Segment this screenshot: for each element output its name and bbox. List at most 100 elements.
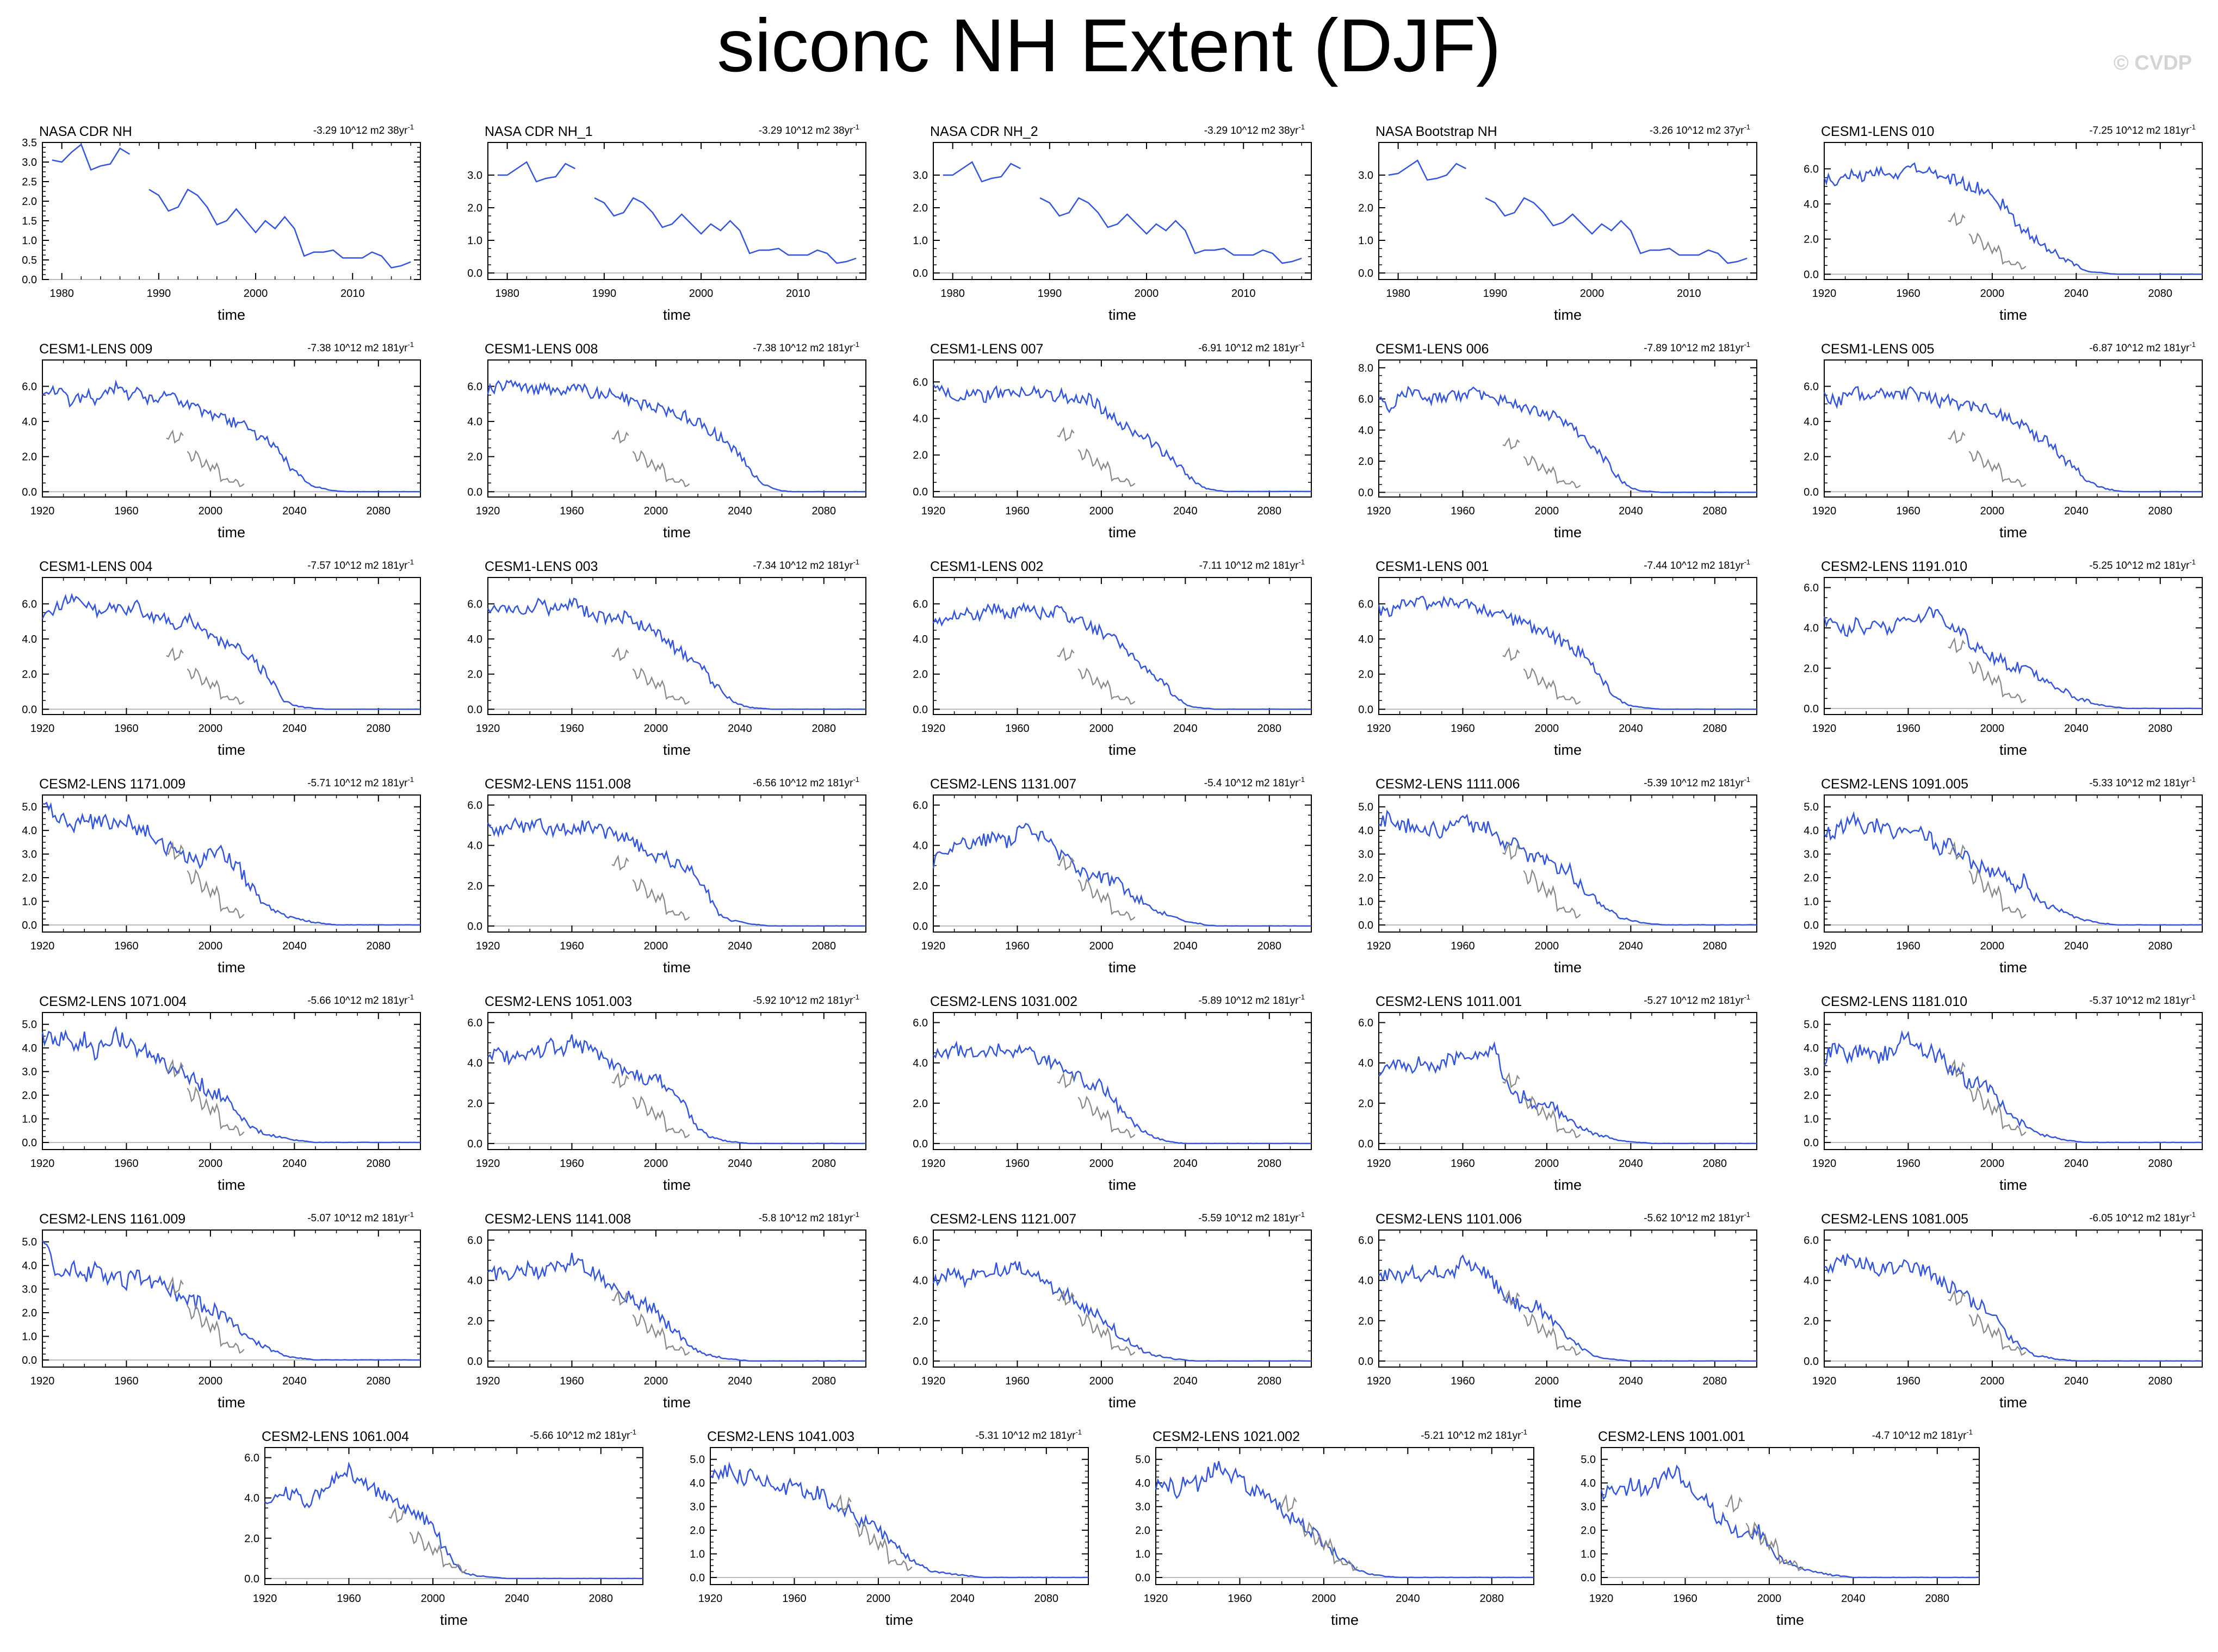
- y-tick-label: 2.0: [22, 1307, 37, 1319]
- x-tick-label: 1960: [1896, 1158, 1920, 1170]
- y-tick-label: 0.0: [1358, 1356, 1373, 1368]
- y-tick-label: 4.0: [1581, 1477, 1596, 1489]
- chart-panel: CESM2-LENS 1121.007 -5.59 10^12 m2 181yr-…: [913, 1210, 1312, 1411]
- y-tick-label: 4.0: [467, 1058, 482, 1070]
- y-tick-label: 4.0: [1804, 198, 1819, 210]
- x-tick-label: 1920: [30, 1375, 55, 1387]
- panel-title: CESM2-LENS 1081.005: [1821, 1212, 1968, 1227]
- panel-title: CESM2-LENS 1131.007: [930, 777, 1076, 792]
- x-tick-label: 2040: [728, 940, 752, 952]
- y-tick-label: 3.0: [913, 170, 928, 182]
- chart-panel: CESM2-LENS 1101.006 -5.62 10^12 m2 181yr-…: [1358, 1210, 1757, 1411]
- x-tick-label: 1920: [476, 940, 500, 952]
- y-tick-label: 3.0: [467, 170, 482, 182]
- y-tick-label: 2.0: [22, 1090, 37, 1102]
- panel-title: NASA CDR NH_2: [930, 124, 1038, 139]
- panel-trend: -5.07 10^12 m2 181yr-1: [307, 1210, 414, 1224]
- panel-trend: -3.29 10^12 m2 38yr-1: [313, 123, 414, 136]
- x-tick-label: 2040: [728, 1158, 752, 1170]
- y-tick-label: 1.5: [22, 215, 37, 227]
- panel-title: CESM2-LENS 1111.006: [1376, 777, 1520, 792]
- series-line: [1824, 811, 2203, 926]
- y-tick-label: 0.0: [467, 486, 482, 498]
- chart-panel: CESM2-LENS 1191.010 -5.25 10^12 m2 181yr-…: [1804, 558, 2203, 758]
- y-tick-label: 2.0: [467, 451, 482, 463]
- panel-frame: [1378, 359, 1757, 498]
- x-axis-label: time: [1554, 959, 1582, 976]
- x-tick-label: 1960: [560, 940, 584, 952]
- y-tick-label: 6.0: [1358, 1235, 1373, 1247]
- panel-trend: -6.56 10^12 m2 181yr-1: [753, 775, 859, 789]
- y-tick-label: 2.0: [1581, 1525, 1596, 1537]
- y-tick-label: 1.0: [1358, 896, 1373, 908]
- y-tick-label: 1.0: [22, 235, 37, 247]
- panel-trend: -7.11 10^12 m2 181yr-1: [1199, 558, 1305, 572]
- x-axis-label: time: [1554, 1177, 1582, 1193]
- cvdp-watermark: © CVDP: [2113, 52, 2192, 74]
- y-tick-label: 2.0: [22, 669, 37, 681]
- y-tick-label: 6.0: [1804, 381, 1819, 393]
- chart-panel: NASA CDR NH -3.29 10^12 m2 38yr-1 0.0 0.5 1.…: [22, 123, 421, 323]
- x-tick-label: 1960: [1451, 1375, 1475, 1387]
- y-tick-label: 0.0: [244, 1573, 259, 1585]
- panel-trend: -3.29 10^12 m2 38yr-1: [759, 123, 859, 136]
- chart-panel: CESM2-LENS 1091.005 -5.33 10^12 m2 181yr-…: [1804, 775, 2203, 976]
- y-tick-label: 2.0: [913, 202, 928, 214]
- y-tick-label: 0.0: [913, 1356, 928, 1368]
- observed-overlay-line: [1948, 212, 2027, 270]
- x-tick-label: 1960: [782, 1593, 807, 1605]
- y-tick-label: 0.0: [913, 486, 928, 498]
- x-tick-label: 2080: [1257, 1375, 1282, 1387]
- x-tick-label: 1960: [560, 723, 584, 735]
- y-tick-label: 4.0: [1804, 623, 1819, 635]
- x-tick-label: 2010: [340, 288, 365, 300]
- x-tick-label: 1960: [1673, 1593, 1697, 1605]
- series-line: [1378, 386, 1757, 493]
- y-tick-label: 4.0: [467, 416, 482, 428]
- x-axis-label: time: [885, 1612, 913, 1628]
- observed-overlay-line: [1279, 1494, 1358, 1572]
- panel-frame: [933, 577, 1312, 715]
- x-tick-label: 2080: [1257, 1158, 1282, 1170]
- chart-panel: NASA Bootstrap NH -3.26 10^12 m2 37yr-1 0.…: [1358, 123, 1757, 323]
- panel-trend: -5.71 10^12 m2 181yr-1: [307, 775, 414, 789]
- y-tick-label: 6.0: [913, 1235, 928, 1247]
- y-tick-label: 3.0: [690, 1501, 705, 1513]
- y-tick-label: 2.0: [1135, 1525, 1150, 1537]
- panel-trend: -7.34 10^12 m2 181yr-1: [753, 558, 859, 572]
- x-tick-label: 2040: [1173, 940, 1198, 952]
- x-tick-label: 1960: [1451, 1158, 1475, 1170]
- x-tick-label: 2000: [1535, 505, 1559, 517]
- series-line: [1824, 1252, 2202, 1362]
- panel-trend: -6.91 10^12 m2 181yr-1: [1198, 340, 1305, 354]
- x-tick-label: 2000: [644, 940, 668, 952]
- chart-panel: CESM2-LENS 1041.003 -5.31 10^12 m2 181yr-…: [690, 1428, 1089, 1628]
- x-tick-label: 1920: [476, 1375, 500, 1387]
- observed-overlay-line: [1948, 429, 2027, 488]
- series-line: [487, 1252, 866, 1362]
- panel-trend: -5.21 10^12 m2 181yr-1: [1421, 1428, 1527, 1442]
- chart-panel: CESM2-LENS 1141.008 -5.8 10^12 m2 181yr-1…: [467, 1210, 866, 1411]
- x-axis-label: time: [218, 742, 245, 758]
- x-tick-label: 2080: [1257, 505, 1282, 517]
- y-tick-label: 1.0: [1581, 1549, 1596, 1561]
- panel-title: CESM1-LENS 004: [39, 559, 153, 574]
- y-tick-label: 2.0: [913, 880, 928, 892]
- observed-overlay-line: [1725, 1494, 1804, 1572]
- x-tick-label: 1960: [1005, 1158, 1030, 1170]
- x-axis-label: time: [663, 307, 691, 323]
- series-line: [487, 1034, 866, 1145]
- x-axis-label: time: [663, 959, 691, 976]
- y-tick-label: 0.0: [913, 1138, 928, 1150]
- y-tick-label: 4.0: [913, 413, 928, 425]
- x-tick-label: 2000: [1135, 288, 1159, 300]
- y-tick-label: 4.0: [22, 416, 37, 428]
- x-tick-label: 2040: [728, 1375, 752, 1387]
- y-tick-label: 2.0: [1804, 1090, 1819, 1102]
- x-tick-label: 2000: [1535, 723, 1559, 735]
- x-tick-label: 2040: [1173, 723, 1198, 735]
- chart-panel: CESM2-LENS 1081.005 -6.05 10^12 m2 181yr-…: [1804, 1210, 2203, 1411]
- panel-frame: [487, 1229, 866, 1368]
- y-tick-label: 0.0: [22, 704, 37, 716]
- x-tick-label: 2080: [367, 723, 391, 735]
